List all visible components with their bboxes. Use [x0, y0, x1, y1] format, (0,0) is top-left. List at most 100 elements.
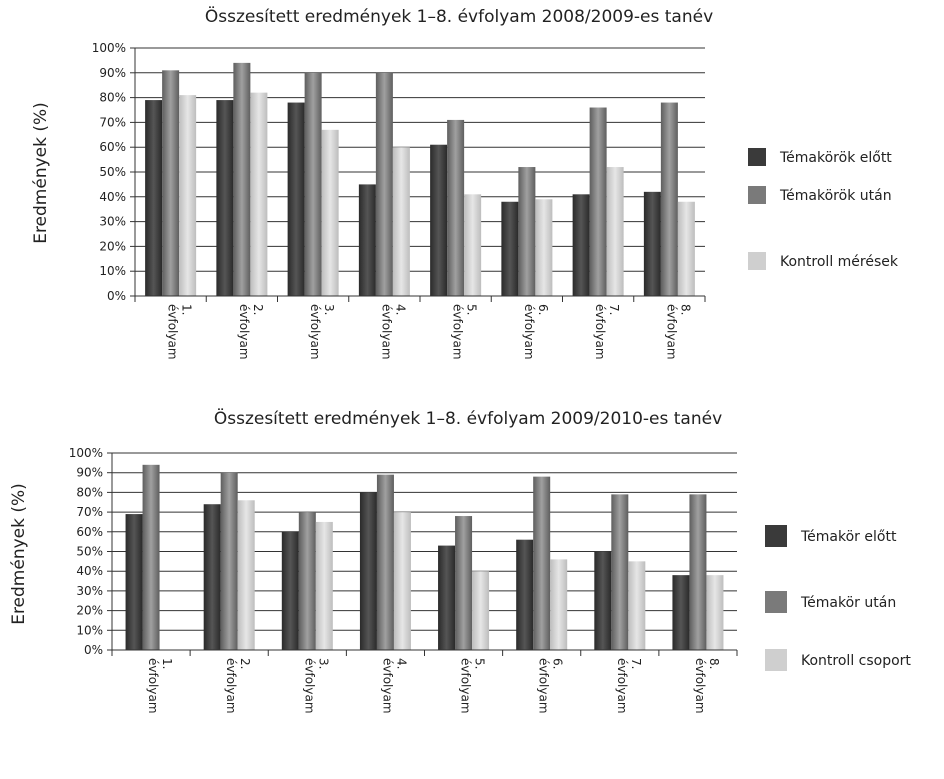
- y-tick-label: 100%: [92, 41, 126, 55]
- legend-label: Témakör után: [800, 595, 896, 611]
- bar: [220, 472, 238, 650]
- bar: [516, 539, 534, 650]
- y-tick-label: 70%: [99, 115, 126, 129]
- bar: [287, 102, 305, 296]
- bar: [392, 147, 410, 296]
- y-tick-label: 70%: [76, 505, 103, 519]
- x-tick-label: 5.évfolyam: [459, 658, 487, 714]
- legend-label: Témakörök után: [779, 188, 892, 204]
- axes: [111, 453, 738, 656]
- bar: [550, 559, 568, 650]
- y-tick-label: 60%: [76, 525, 103, 539]
- bar: [321, 129, 339, 296]
- bar: [589, 107, 607, 297]
- bar: [689, 494, 707, 650]
- x-tick-label: 4.évfolyam: [379, 304, 407, 360]
- x-tick-labels: 1.évfolyam 2.évfolyam 3.évfolyam 4.évfolyam…: [146, 658, 721, 714]
- bar: [393, 512, 411, 650]
- bar: [706, 575, 724, 650]
- bar: [203, 504, 221, 650]
- bar: [298, 512, 316, 650]
- y-tick-label: 30%: [76, 584, 103, 598]
- legend-swatch: [748, 186, 766, 204]
- bar: [359, 492, 377, 650]
- y-tick-label: 90%: [76, 466, 103, 480]
- bar: [572, 194, 590, 296]
- chart-2008-2009: Összesített eredmények 1–8. évfolyam 200…: [31, 5, 899, 360]
- bar: [535, 199, 553, 296]
- bar: [237, 500, 255, 650]
- x-tick-label: 5.évfolyam: [451, 304, 479, 360]
- y-tick-label: 40%: [99, 190, 126, 204]
- bar: [142, 464, 160, 650]
- x-tick-label: 4.évfolyam: [380, 658, 408, 714]
- bar: [250, 92, 268, 296]
- x-tick-label: 3.évfolyam: [308, 304, 336, 360]
- bar: [660, 102, 678, 296]
- legend-swatch: [748, 252, 766, 270]
- bar: [447, 119, 465, 296]
- x-tick-labels: 1.évfolyam 2.évfolyam 3.évfolyam 4.évfolyam…: [166, 304, 693, 360]
- bar: [533, 476, 551, 650]
- x-tick-label: 8.évfolyam: [664, 304, 692, 360]
- chart-2009-2010: Összesített eredmények 1–8. évfolyam 200…: [9, 407, 911, 714]
- bar: [643, 191, 661, 296]
- bar: [162, 70, 180, 296]
- y-tick-label: 80%: [99, 91, 126, 105]
- legend-swatch: [765, 525, 787, 547]
- y-tick-label: 40%: [76, 564, 103, 578]
- y-tick-label: 10%: [99, 264, 126, 278]
- bar: [281, 531, 299, 650]
- bar: [672, 575, 690, 650]
- y-axis-label: Eredmények (%): [31, 102, 51, 244]
- y-tick-label: 50%: [76, 545, 103, 559]
- bar: [464, 194, 482, 296]
- y-tick-label: 20%: [76, 604, 103, 618]
- legend-label: Témakör előtt: [800, 529, 897, 545]
- legend-swatch: [748, 148, 766, 166]
- y-tick-label: 0%: [84, 643, 103, 657]
- y-tick-label: 80%: [76, 485, 103, 499]
- bar: [315, 521, 333, 650]
- bars: [145, 62, 695, 297]
- bar: [430, 144, 448, 296]
- bars: [125, 464, 724, 650]
- x-tick-label: 6.évfolyam: [537, 658, 565, 714]
- x-tick-label: 3.évfolyam: [302, 658, 330, 714]
- bar: [677, 201, 695, 296]
- y-tick-labels: 0% 10% 20% 30% 40% 50% 60% 70% 80% 90% 100%: [69, 446, 103, 657]
- legend: Témakörök előtt Témakörök után Kontroll mé…: [748, 148, 899, 270]
- bar: [472, 571, 490, 650]
- bar: [358, 184, 376, 296]
- x-tick-label: 2.évfolyam: [237, 304, 265, 360]
- bar: [375, 72, 393, 296]
- x-tick-label: 1.évfolyam: [146, 658, 174, 714]
- bar: [233, 62, 251, 296]
- bar: [438, 545, 456, 650]
- bar: [216, 100, 234, 296]
- y-tick-label: 90%: [99, 66, 126, 80]
- bar: [628, 561, 646, 650]
- bar: [518, 167, 536, 296]
- bar: [501, 201, 519, 296]
- legend-label: Kontroll csoport: [801, 653, 911, 669]
- legend: Témakör előtt Témakör után Kontroll csopor…: [765, 525, 911, 671]
- bar: [145, 100, 163, 296]
- chart-title: Összesített eredmények 1–8. évfolyam 200…: [214, 407, 722, 429]
- x-tick-label: 6.évfolyam: [522, 304, 550, 360]
- y-tick-label: 0%: [107, 289, 126, 303]
- chart-title: Összesített eredmények 1–8. évfolyam 200…: [205, 5, 713, 27]
- bar: [594, 551, 612, 650]
- y-tick-label: 100%: [69, 446, 103, 460]
- axes: [134, 48, 706, 302]
- x-tick-label: 2.évfolyam: [224, 658, 252, 714]
- legend-swatch: [765, 591, 787, 613]
- legend-label: Kontroll mérések: [780, 254, 899, 270]
- bar: [455, 516, 473, 650]
- x-tick-label: 7.évfolyam: [593, 304, 621, 360]
- x-tick-label: 7.évfolyam: [615, 658, 643, 714]
- bar: [376, 474, 394, 650]
- bar: [304, 72, 322, 296]
- x-tick-label: 8.évfolyam: [693, 658, 721, 714]
